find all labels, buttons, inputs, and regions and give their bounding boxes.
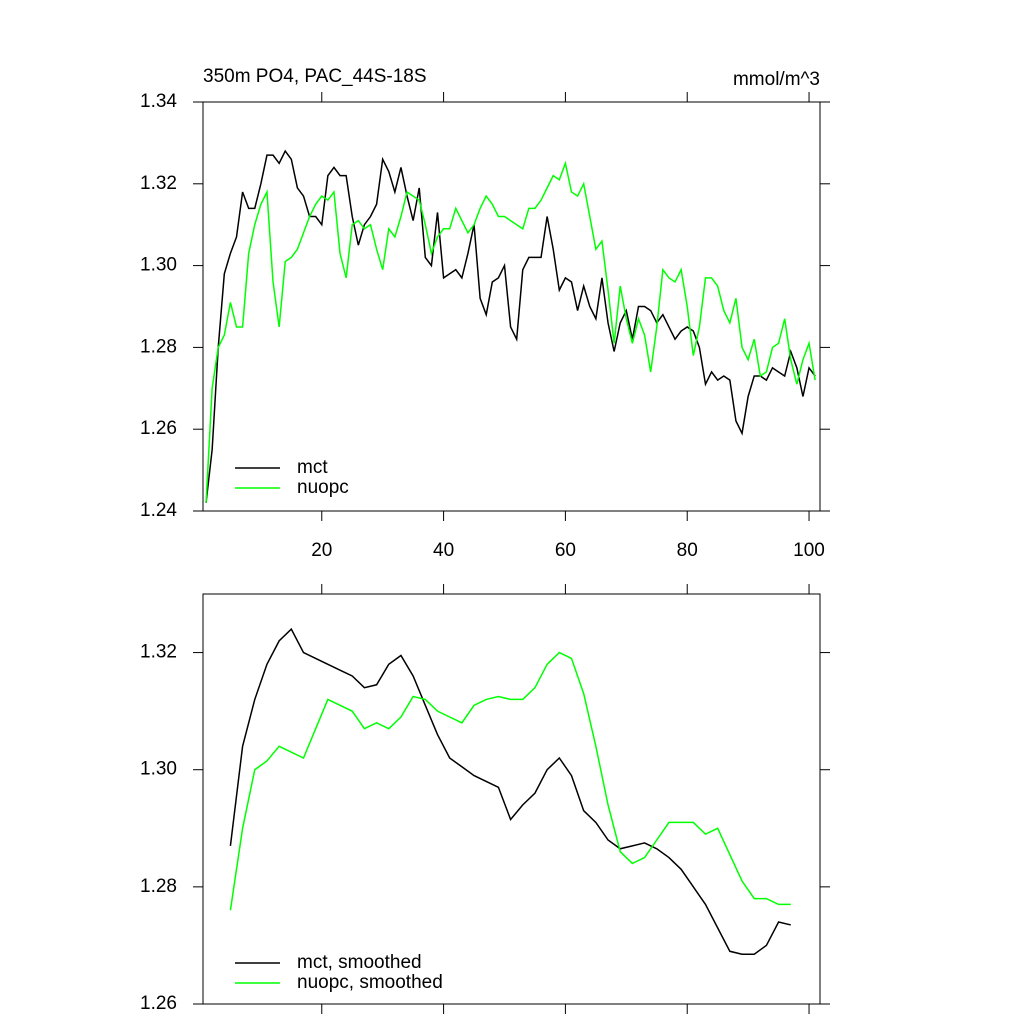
y-tick-label: 1.30 [140, 759, 177, 780]
y-tick-label: 1.28 [140, 336, 177, 357]
y-tick-label: 1.32 [140, 642, 177, 663]
series-line [205, 149, 816, 503]
chart-title: 350m PO4, PAC_44S-18S [203, 66, 427, 87]
y-tick-label: 1.26 [140, 993, 177, 1014]
legend-label: mct [297, 457, 328, 478]
y-tick-label: 1.30 [140, 255, 177, 276]
x-tick-label: 20 [311, 540, 332, 561]
x-tick-label: 80 [677, 540, 698, 561]
series-line [205, 160, 816, 503]
x-tick-label: 100 [793, 540, 825, 561]
y-tick-label: 1.32 [140, 173, 177, 194]
plot-frame [202, 101, 821, 512]
x-tick-label: 40 [433, 540, 454, 561]
legend-label: mct, smoothed [297, 952, 422, 973]
legend-label: nuopc, smoothed [297, 972, 443, 993]
plot-frame [202, 593, 821, 1005]
y-tick-label: 1.34 [140, 91, 177, 112]
series-line [229, 651, 791, 911]
units-label: mmol/m^3 [733, 69, 820, 90]
y-tick-label: 1.26 [140, 418, 177, 439]
x-tick-label: 60 [555, 540, 576, 561]
y-tick-label: 1.24 [140, 500, 177, 521]
legend-label: nuopc [297, 477, 349, 498]
series-line [229, 627, 791, 955]
y-tick-label: 1.28 [140, 876, 177, 897]
